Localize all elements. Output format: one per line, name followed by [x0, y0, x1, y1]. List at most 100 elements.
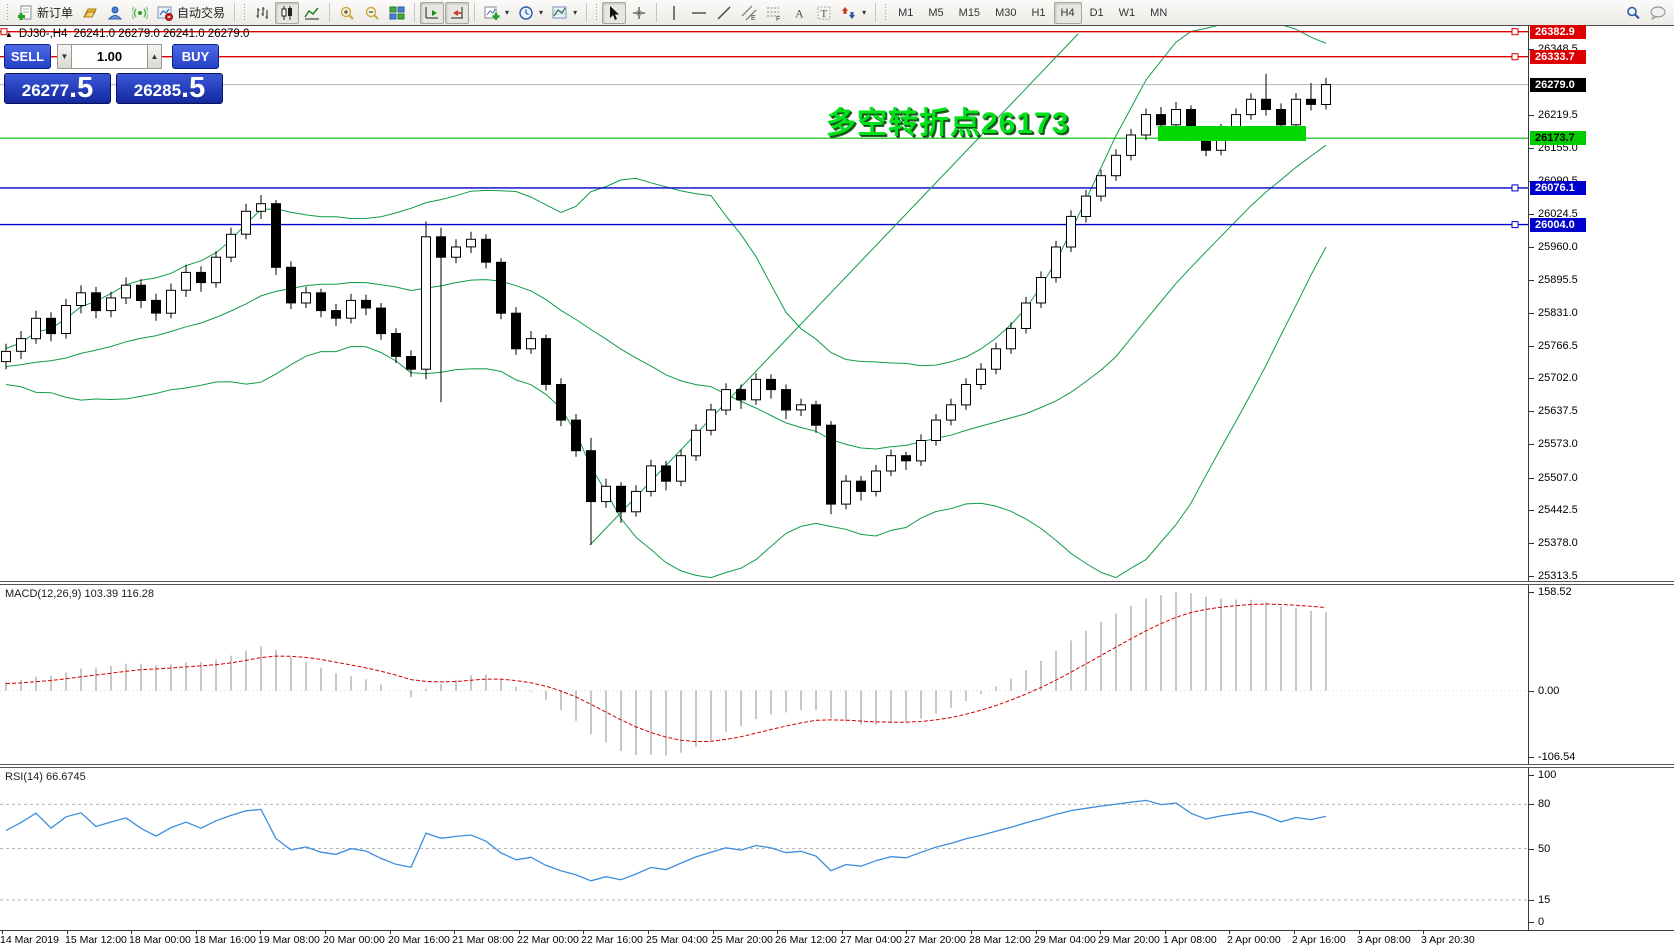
arrows-button[interactable]: ▾ — [837, 2, 870, 24]
buy-price-frac: .5 — [181, 72, 206, 104]
pane-splitter[interactable] — [0, 764, 1674, 768]
fibonacci-button[interactable]: F — [762, 2, 786, 24]
candle — [31, 317, 41, 340]
time-label: 25 Mar 20:00 — [711, 934, 773, 946]
time-label: 27 Mar 04:00 — [840, 934, 902, 946]
time-tick — [131, 931, 132, 934]
time-label: 28 Mar 12:00 — [969, 934, 1031, 946]
templates-button[interactable]: ▾ — [548, 2, 581, 24]
candle — [241, 210, 251, 235]
candle — [1261, 98, 1271, 111]
candle — [1051, 246, 1061, 279]
crosshair-button[interactable] — [627, 2, 651, 24]
candle — [586, 450, 596, 503]
price-badge: 26279.0 — [1530, 78, 1586, 92]
price-tick-label: 25895.5 — [1529, 274, 1578, 286]
timeframe-h1-button[interactable]: H1 — [1031, 6, 1046, 19]
chart-symbol-period: DJ30-,H4 — [18, 28, 68, 40]
chart-shift-button[interactable] — [445, 1, 470, 24]
autotrading-button[interactable]: 自动交易 — [153, 2, 229, 24]
main-chart-row: ▲ DJ30-,H4 26241.0 26279.0 26241.0 26279… — [0, 17, 1674, 582]
line-chart-icon — [304, 5, 320, 21]
toolbar-grip — [6, 3, 9, 22]
vertical-line-button[interactable] — [662, 2, 686, 24]
time-tick — [583, 931, 584, 934]
zoom-in-button[interactable] — [335, 2, 359, 24]
bar-chart-button[interactable] — [250, 2, 274, 24]
candle — [766, 378, 776, 391]
candle — [421, 236, 431, 370]
chevron-down-icon[interactable]: ▾ — [573, 8, 578, 17]
candle — [496, 261, 506, 314]
price-tick-label: 25831.0 — [1529, 307, 1578, 319]
price-tick-label: 25766.5 — [1529, 340, 1578, 352]
time-axis[interactable]: 14 Mar 2019 15 Mar 12:00 18 Mar 00:00 18 Ma… — [0, 931, 1674, 949]
rsi-chart — [0, 799, 1528, 901]
trendline-button[interactable] — [712, 2, 736, 24]
candle — [601, 485, 611, 503]
volume-increase-button[interactable]: ▲ — [147, 44, 162, 69]
pane-splitter[interactable] — [0, 581, 1674, 585]
main-chart-area[interactable]: ▲ DJ30-,H4 26241.0 26279.0 26241.0 26279… — [0, 17, 1528, 581]
sell-button[interactable]: SELL — [4, 44, 51, 69]
new-order-button[interactable]: 新订单 — [13, 2, 77, 24]
add-indicator-button[interactable]: ▾ — [480, 2, 513, 24]
price-badge: 26333.7 — [1530, 50, 1586, 64]
timeframe-w1-button[interactable]: W1 — [1118, 6, 1136, 19]
text-label-button[interactable]: T — [812, 2, 836, 24]
text-icon: A — [791, 5, 807, 21]
community-button[interactable] — [103, 2, 127, 24]
toolbar-grip — [243, 3, 247, 22]
time-tick — [2, 931, 3, 934]
price-tick-label: 25573.0 — [1529, 438, 1578, 450]
chat-button[interactable] — [1645, 2, 1671, 24]
equidistant-channel-button[interactable]: E — [737, 2, 761, 24]
text-button[interactable]: A — [787, 2, 811, 24]
candlestick-chart-button[interactable] — [275, 1, 300, 24]
cursor-button[interactable] — [602, 1, 627, 24]
macd-signal-line — [5, 603, 1327, 743]
timeframe-d1-button[interactable]: D1 — [1089, 6, 1104, 19]
timeframe-mn-button[interactable]: MN — [1150, 6, 1168, 19]
line-handle — [1511, 53, 1519, 61]
chat-icon — [1649, 5, 1667, 21]
zoom-out-icon — [364, 5, 380, 21]
buy-button[interactable]: BUY — [172, 44, 219, 69]
sell-price-button[interactable]: 26277 .5 — [4, 73, 111, 104]
candle — [61, 305, 71, 334]
candle — [826, 424, 836, 505]
price-axis: 26348.526219.526155.026090.526024.525960… — [1528, 25, 1674, 582]
chevron-down-icon[interactable]: ▾ — [539, 8, 544, 17]
buy-price-button[interactable]: 26285 .5 — [116, 73, 223, 104]
candle — [541, 338, 551, 385]
timeframe-m30-button[interactable]: M30 — [995, 6, 1017, 19]
search-button[interactable] — [1621, 2, 1645, 24]
volume-field[interactable]: 1.00 — [72, 44, 147, 69]
candle — [106, 297, 116, 312]
toolbar-separator — [656, 3, 658, 22]
signals-button[interactable] — [128, 2, 152, 24]
line-chart-button[interactable] — [300, 2, 324, 24]
zoom-out-button[interactable] — [360, 2, 384, 24]
macd-pane[interactable]: MACD(12,26,9) 103.39 116.28 — [0, 585, 1528, 764]
timeframe-m5-button[interactable]: M5 — [928, 6, 944, 19]
candle — [631, 490, 641, 513]
candle — [46, 317, 56, 335]
signals-icon — [132, 5, 149, 21]
chevron-down-icon[interactable]: ▾ — [505, 8, 510, 17]
timeframe-m1-button[interactable]: M1 — [898, 6, 914, 19]
volume-decrease-button[interactable]: ▼ — [57, 44, 72, 69]
auto-scroll-button[interactable] — [420, 1, 445, 24]
chevron-down-icon[interactable]: ▾ — [862, 8, 867, 17]
profiles-button[interactable] — [78, 2, 102, 24]
timeframe-m15-button[interactable]: M15 — [958, 6, 981, 19]
candle — [646, 465, 656, 492]
time-label: 29 Mar 04:00 — [1034, 934, 1096, 946]
candlestick-chart[interactable] — [0, 17, 1528, 581]
horizontal-line-button[interactable] — [687, 2, 711, 24]
macd-chart — [0, 592, 1528, 756]
rsi-pane[interactable]: RSI(14) 66.6745 — [0, 768, 1528, 930]
timeframe-h4-button[interactable]: H4 — [1053, 1, 1082, 24]
tile-windows-button[interactable] — [385, 2, 409, 24]
periods-button[interactable]: ▾ — [514, 2, 547, 24]
